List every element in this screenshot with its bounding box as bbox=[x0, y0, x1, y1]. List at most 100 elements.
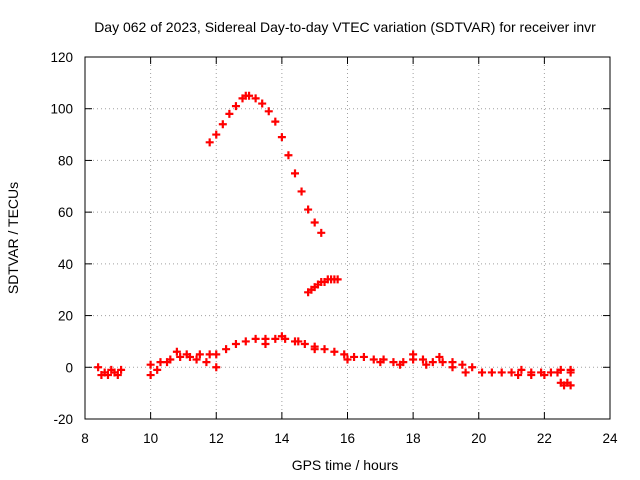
data-point bbox=[205, 138, 214, 147]
data-point bbox=[153, 365, 162, 374]
data-point bbox=[192, 355, 201, 364]
data-point bbox=[231, 102, 240, 111]
data-point bbox=[540, 371, 549, 380]
data-point bbox=[218, 120, 227, 129]
y-tick-label: 120 bbox=[50, 50, 73, 65]
data-point bbox=[245, 91, 254, 100]
y-tick-label: 40 bbox=[58, 257, 73, 272]
data-point bbox=[146, 360, 155, 369]
data-point bbox=[304, 205, 313, 214]
data-point bbox=[566, 381, 575, 390]
x-tick-label: 24 bbox=[602, 431, 618, 446]
data-point bbox=[527, 371, 536, 380]
data-point bbox=[163, 358, 172, 367]
data-point bbox=[487, 368, 496, 377]
data-point bbox=[320, 345, 329, 354]
data-point bbox=[225, 109, 234, 118]
data-point bbox=[294, 337, 303, 346]
data-point bbox=[497, 368, 506, 377]
data-point bbox=[350, 352, 359, 361]
data-point bbox=[146, 371, 155, 380]
data-point bbox=[359, 352, 368, 361]
data-point bbox=[428, 358, 437, 367]
data-point bbox=[271, 334, 280, 343]
data-point bbox=[113, 371, 122, 380]
data-point bbox=[376, 358, 385, 367]
series-late-segment bbox=[556, 378, 575, 390]
data-point bbox=[182, 350, 191, 359]
data-point bbox=[507, 368, 516, 377]
data-point bbox=[458, 360, 467, 369]
axis-ticks: 8 10 12 14 16 18 20 22 24 -20 0 20 40 60 80 100 120 bbox=[50, 50, 618, 446]
data-point bbox=[231, 340, 240, 349]
y-tick-label: 20 bbox=[58, 309, 73, 324]
data-point bbox=[566, 368, 575, 377]
series-high-arc bbox=[205, 91, 326, 237]
x-tick-label: 12 bbox=[209, 431, 224, 446]
data-point bbox=[435, 352, 444, 361]
data-point bbox=[514, 371, 523, 380]
data-point bbox=[396, 360, 404, 369]
data-point bbox=[369, 355, 378, 364]
data-point bbox=[258, 99, 267, 108]
data-point bbox=[448, 363, 457, 372]
data-point bbox=[212, 350, 221, 359]
data-point bbox=[340, 350, 349, 359]
x-tick-label: 16 bbox=[340, 431, 355, 446]
data-point bbox=[291, 169, 299, 178]
data-point bbox=[212, 130, 221, 139]
y-tick-label: 0 bbox=[65, 360, 73, 375]
data-point bbox=[271, 117, 280, 126]
x-tick-label: 18 bbox=[406, 431, 421, 446]
series-main-low-track-spread bbox=[146, 332, 575, 380]
data-point bbox=[517, 365, 526, 374]
series-main-low-track bbox=[146, 334, 575, 377]
chart-title: Day 062 of 2023, Sidereal Day-to-day VTE… bbox=[94, 19, 596, 35]
data-point bbox=[277, 133, 286, 142]
y-tick-label: 100 bbox=[50, 102, 73, 117]
data-point bbox=[317, 228, 326, 237]
data-point bbox=[310, 345, 319, 354]
data-point bbox=[333, 275, 342, 284]
data-point bbox=[176, 352, 185, 361]
data-point bbox=[461, 368, 470, 377]
data-point bbox=[172, 347, 181, 356]
x-tick-label: 14 bbox=[274, 431, 290, 446]
data-point bbox=[222, 345, 231, 354]
data-point bbox=[195, 350, 204, 359]
y-tick-label: 60 bbox=[58, 205, 73, 220]
series-early-segment bbox=[94, 363, 126, 380]
data-point bbox=[202, 358, 211, 367]
grid-lines bbox=[85, 57, 610, 419]
data-point bbox=[422, 360, 431, 369]
x-axis-label: GPS time / hours bbox=[292, 457, 399, 473]
data-point bbox=[284, 151, 293, 160]
data-point bbox=[438, 358, 447, 367]
data-point bbox=[103, 371, 112, 380]
data-point bbox=[553, 368, 562, 377]
data-point bbox=[310, 218, 319, 227]
data-point bbox=[117, 365, 126, 374]
data-point bbox=[468, 363, 477, 372]
data-point bbox=[94, 363, 103, 372]
data-point bbox=[277, 332, 286, 341]
data-point bbox=[343, 355, 352, 364]
data-point bbox=[297, 187, 306, 196]
data-point bbox=[212, 363, 221, 372]
x-tick-label: 20 bbox=[471, 431, 486, 446]
data-point bbox=[251, 334, 260, 343]
data-point bbox=[261, 340, 270, 349]
data-point bbox=[418, 355, 427, 364]
y-tick-label: 80 bbox=[58, 153, 73, 168]
x-tick-label: 8 bbox=[81, 431, 89, 446]
x-tick-label: 10 bbox=[143, 431, 158, 446]
data-point bbox=[409, 350, 418, 359]
y-tick-label: -20 bbox=[53, 412, 73, 427]
data-point bbox=[330, 347, 339, 356]
x-tick-label: 22 bbox=[537, 431, 552, 446]
data-point bbox=[241, 337, 250, 346]
series-mid-segment bbox=[304, 275, 342, 297]
data-point bbox=[300, 340, 309, 349]
